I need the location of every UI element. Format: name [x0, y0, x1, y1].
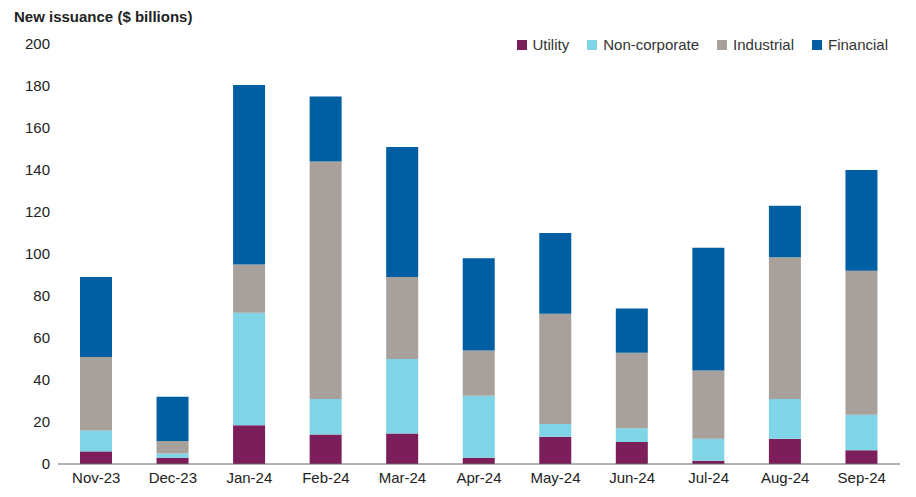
svg-text:Mar-24: Mar-24 [379, 469, 427, 486]
svg-text:80: 80 [33, 287, 50, 304]
svg-text:Jan-24: Jan-24 [226, 469, 272, 486]
html-text:Utility: Utility [532, 36, 570, 53]
svg-text:20: 20 [33, 413, 50, 430]
html-text:Financial: Financial [828, 36, 888, 53]
svg-text:140: 140 [25, 161, 50, 178]
svg-text:Aug-24: Aug-24 [761, 469, 809, 486]
svg-text:Dec-23: Dec-23 [149, 469, 197, 486]
svg-text:0: 0 [42, 455, 50, 472]
svg-text:160: 160 [25, 119, 50, 136]
svg-text:Sep-24: Sep-24 [838, 469, 886, 486]
html-text:Industrial: Industrial [733, 36, 794, 53]
html-text:Non-corporate: Non-corporate [603, 36, 700, 53]
svg-text:60: 60 [33, 329, 50, 346]
svg-text:Jun-24: Jun-24 [609, 469, 655, 486]
svg-text:120: 120 [25, 203, 50, 220]
svg-text:200: 200 [25, 35, 50, 52]
svg-text:180: 180 [25, 77, 50, 94]
html-text:New issuance ($ billions): New issuance ($ billions) [14, 8, 193, 25]
svg-text:40: 40 [33, 371, 50, 388]
svg-text:Nov-23: Nov-23 [72, 469, 120, 486]
svg-text:Jul-24: Jul-24 [688, 469, 729, 486]
svg-text:May-24: May-24 [531, 469, 581, 486]
svg-text:Feb-24: Feb-24 [302, 469, 350, 486]
svg-text:Apr-24: Apr-24 [456, 469, 501, 486]
svg-text:100: 100 [25, 245, 50, 262]
